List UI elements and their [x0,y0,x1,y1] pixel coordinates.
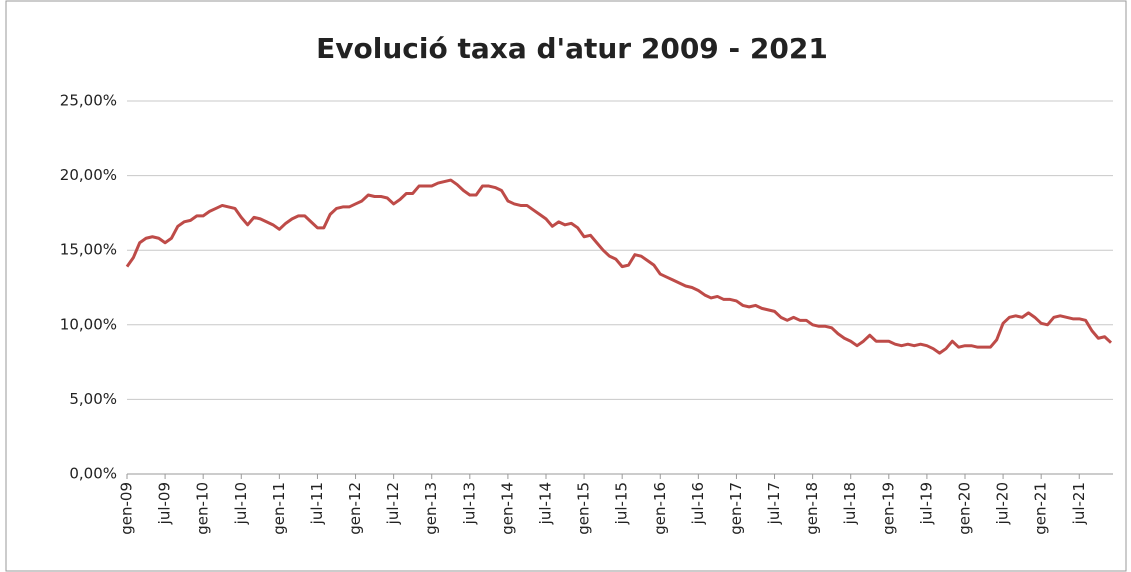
x-tick-label: gen-13 [422,482,440,535]
y-tick-label: 5,00% [69,390,117,408]
x-tick-label: jul-10 [232,482,250,525]
x-tick-label: jul-16 [689,482,707,525]
x-tick-label: jul-19 [917,482,935,525]
x-tick-label: jul-13 [460,482,478,525]
x-tick-label: jul-17 [765,482,783,525]
y-tick-label: 20,00% [60,166,117,184]
x-tick-label: gen-11 [270,482,288,535]
x-tick-label: jul-09 [156,482,174,525]
x-tick-label: gen-12 [346,482,364,535]
x-tick-label: gen-14 [498,482,516,535]
x-tick-label: jul-20 [994,482,1012,525]
x-tick-label: jul-18 [841,482,859,525]
x-tick-label: gen-09 [118,482,136,535]
x-tick-label: jul-12 [384,482,402,525]
x-tick-label: jul-11 [308,482,326,525]
x-tick-label: jul-15 [613,482,631,525]
x-tick-label: jul-21 [1070,482,1088,525]
line-series [125,178,1113,355]
y-tick-label: 15,00% [60,241,117,259]
y-tick-label: 10,00% [60,315,117,333]
x-tick-label: gen-17 [727,482,745,535]
x-tick-label: gen-15 [575,482,593,535]
x-tick-label: gen-18 [803,482,821,535]
chart-title: Evolució taxa d'atur 2009 - 2021 [316,32,828,65]
chart-frame [5,0,1127,572]
x-tick-label: gen-20 [955,482,973,535]
y-tick-label: 25,00% [60,92,117,110]
y-tick-label: 0,00% [69,465,117,483]
x-tick-label: gen-21 [1032,482,1050,535]
x-tick-label: gen-16 [651,482,669,535]
x-tick-label: gen-19 [879,482,897,535]
x-tick-label: gen-10 [194,482,212,535]
x-tick-label: jul-14 [536,482,554,525]
